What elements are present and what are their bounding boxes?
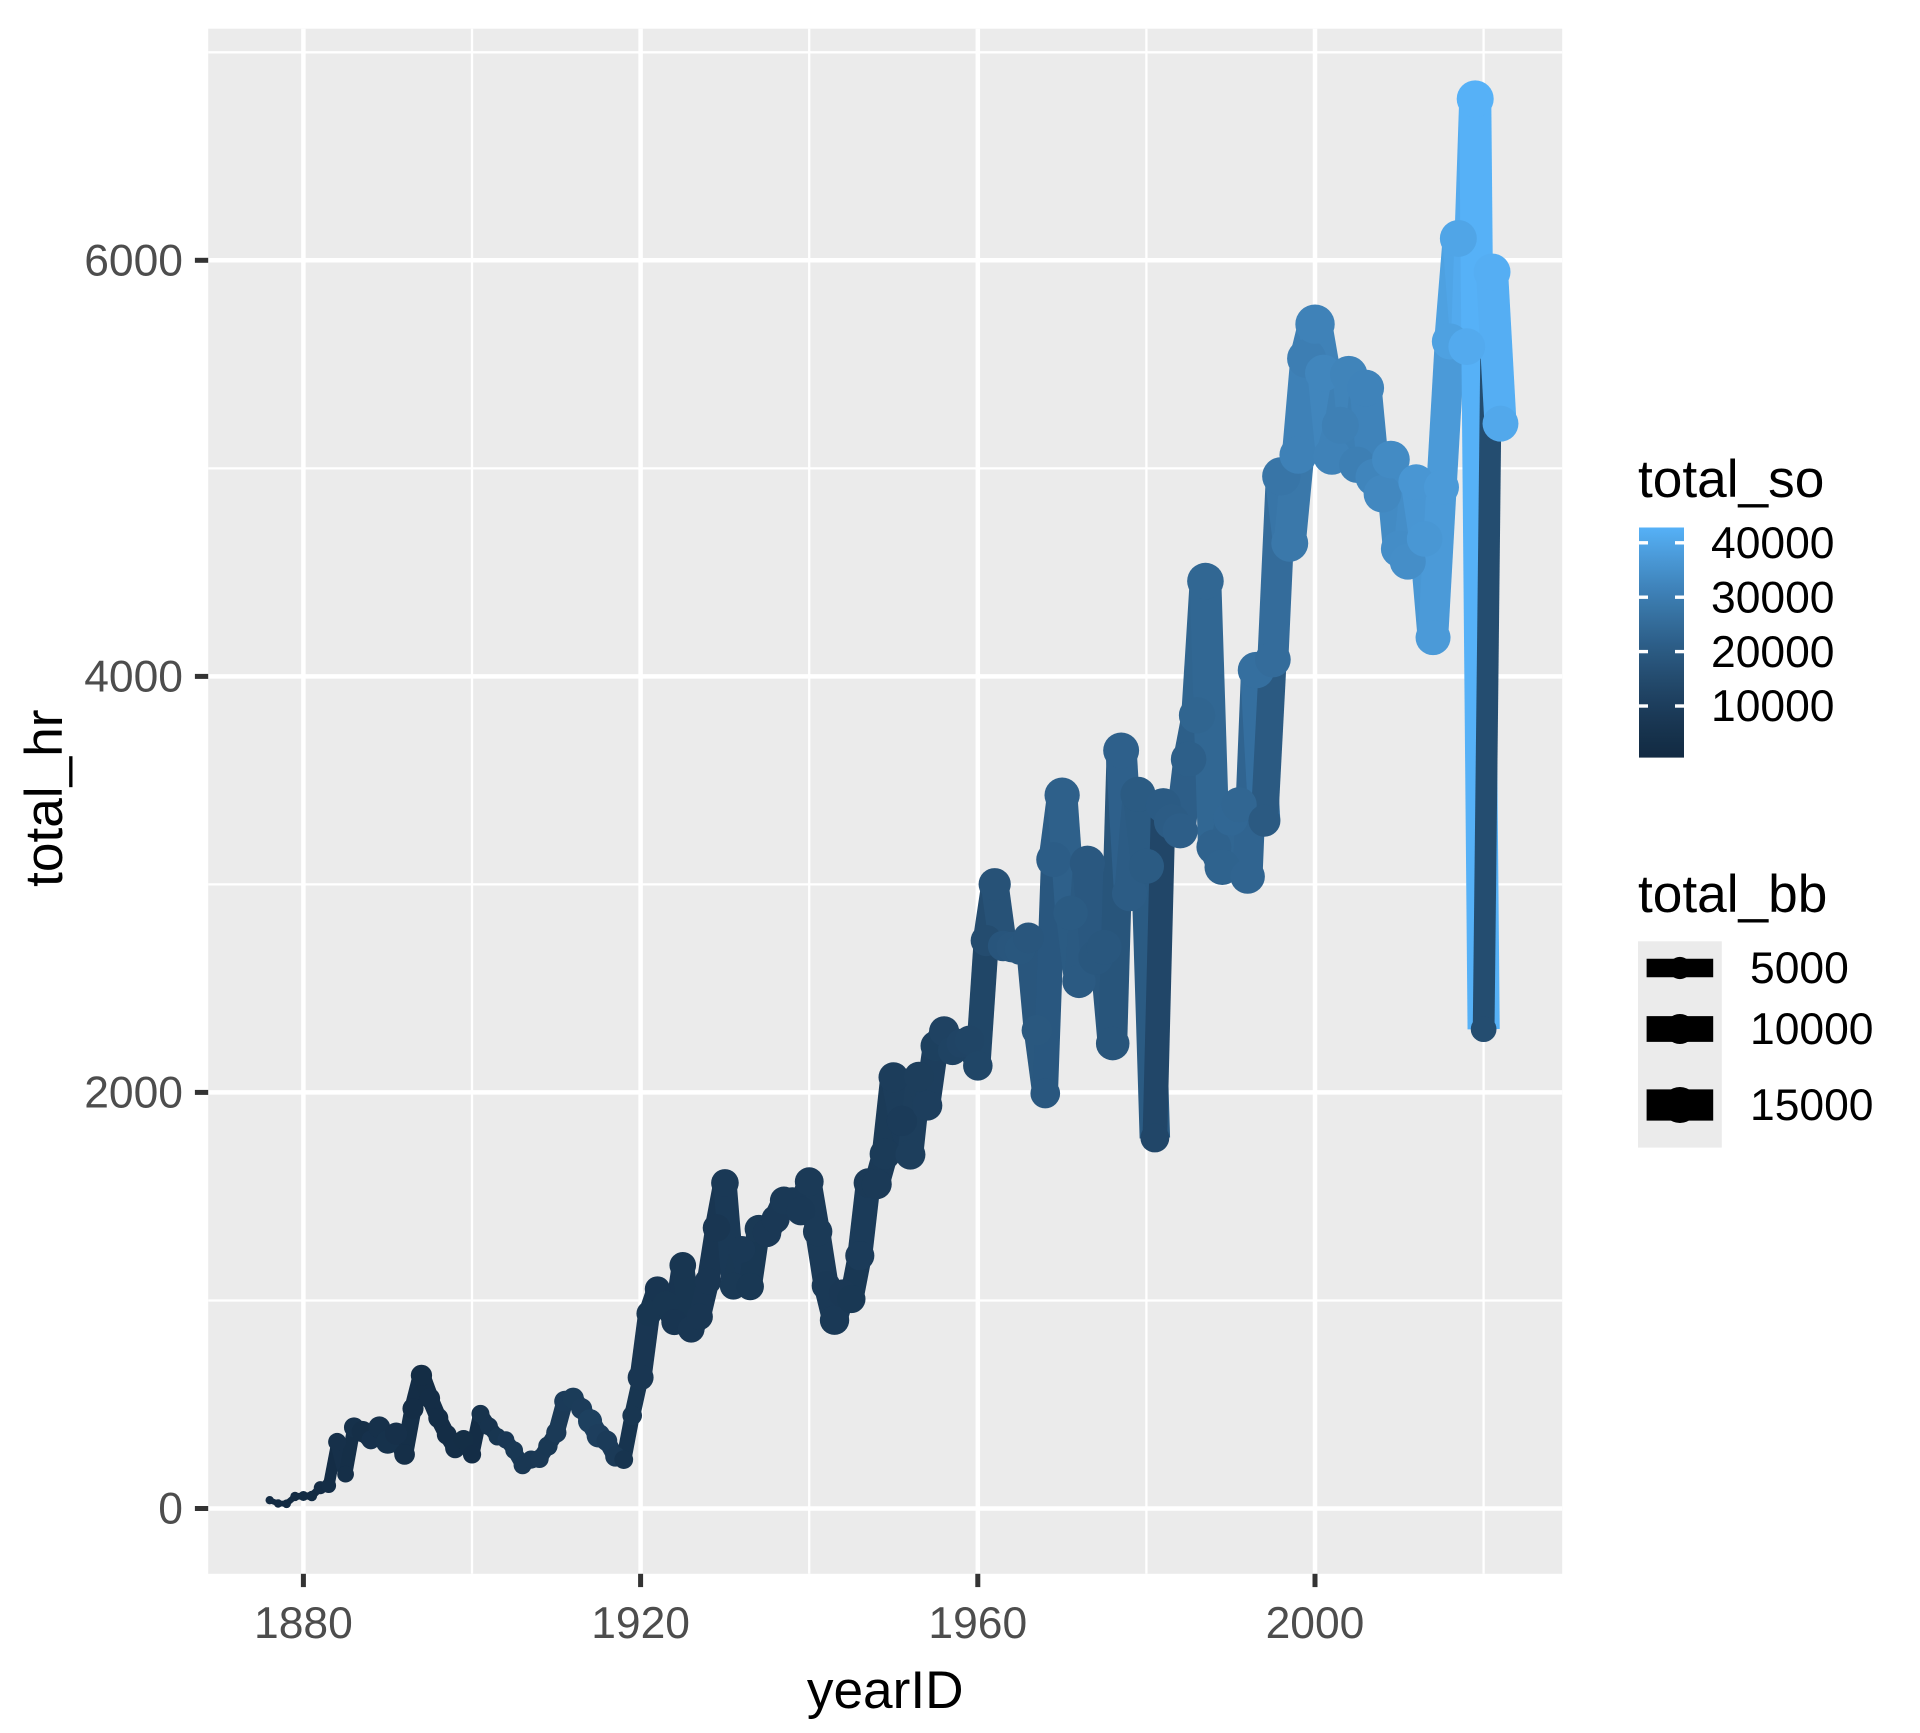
svg-text:1960: 1960 [928,1599,1027,1648]
svg-text:4000: 4000 [84,653,183,702]
svg-text:0: 0 [158,1485,183,1534]
svg-text:6000: 6000 [84,237,183,286]
svg-text:10000: 10000 [1711,682,1834,731]
svg-text:total_hr: total_hr [15,709,74,886]
svg-text:2000: 2000 [84,1069,183,1118]
svg-text:30000: 30000 [1711,573,1834,622]
svg-text:15000: 15000 [1750,1081,1873,1130]
svg-text:1880: 1880 [254,1599,353,1648]
svg-text:1920: 1920 [591,1599,690,1648]
svg-text:5000: 5000 [1750,944,1849,993]
svg-text:40000: 40000 [1711,519,1834,568]
svg-text:yearID: yearID [807,1661,964,1720]
svg-text:2000: 2000 [1266,1599,1365,1648]
svg-text:total_so: total_so [1638,450,1824,509]
svg-text:total_bb: total_bb [1638,865,1827,924]
svg-text:20000: 20000 [1711,628,1834,677]
svg-text:10000: 10000 [1750,1005,1873,1054]
